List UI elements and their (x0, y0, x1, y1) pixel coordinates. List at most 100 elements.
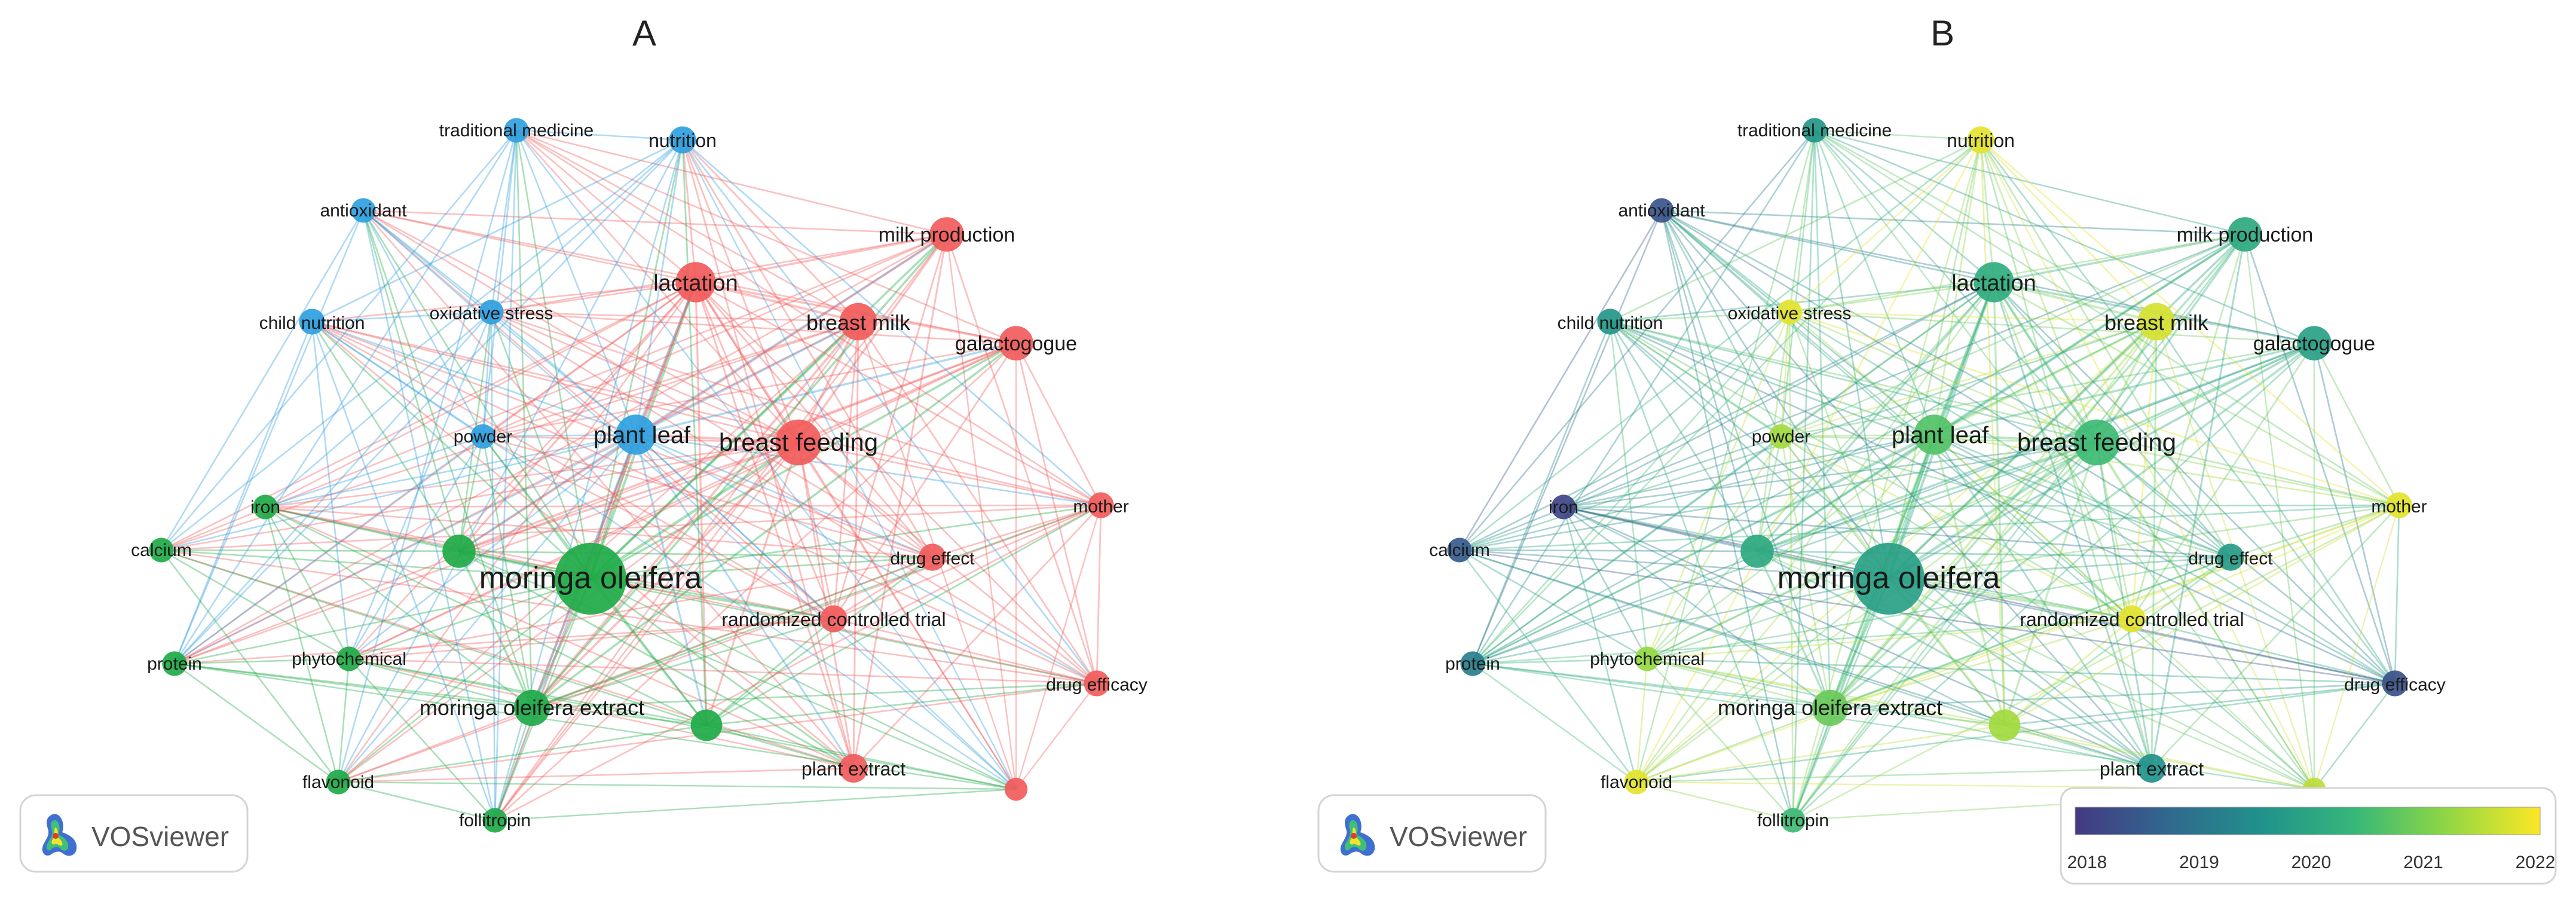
node-phyto[interactable] (1635, 646, 1660, 671)
node-moringa[interactable] (555, 543, 626, 615)
node-plantextract[interactable] (2137, 754, 2166, 783)
node-label-extract: moringa oleifera extract (1718, 695, 1942, 720)
node-label-lactation: lactation (653, 271, 738, 296)
node-iron[interactable] (253, 494, 278, 520)
node-plantleaf[interactable] (616, 414, 656, 455)
network-edge (695, 282, 1097, 684)
network-edge (1459, 549, 1889, 580)
network-edge (1933, 233, 2245, 436)
node-g_unl1[interactable] (442, 535, 476, 568)
network-edge (491, 312, 637, 435)
node-oxstress[interactable] (479, 300, 504, 325)
network-edge (1933, 433, 2231, 558)
node-label-breastmilk: breast milk (2104, 310, 2209, 335)
node-drugeffect[interactable] (919, 543, 946, 571)
node-powder[interactable] (470, 424, 495, 449)
network-edge (1015, 683, 1097, 790)
node-nutrition[interactable] (1967, 126, 1994, 154)
network-edge (1780, 233, 2245, 438)
node-childnut[interactable] (1597, 309, 1623, 335)
node-g_unl2[interactable] (690, 709, 723, 741)
network-edge (681, 139, 859, 322)
network-edge (2131, 556, 2231, 620)
network-edge (1472, 312, 1790, 664)
node-rct[interactable] (2118, 605, 2146, 633)
node-breastmilk[interactable] (839, 303, 877, 341)
node-powder[interactable] (1769, 424, 1794, 449)
node-rct[interactable] (820, 605, 848, 633)
network-edge (264, 506, 350, 659)
node-iron[interactable] (1551, 494, 1576, 520)
node-tradmed[interactable] (1802, 118, 1827, 143)
node-moringa[interactable] (1853, 543, 1925, 615)
node-g_unl1[interactable] (1740, 535, 1774, 568)
network-edge (1993, 233, 2245, 283)
node-lactation[interactable] (1974, 262, 2014, 303)
node-follitropin[interactable] (482, 808, 507, 833)
node-breastfeed[interactable] (775, 419, 822, 466)
node-calcium[interactable] (1447, 538, 1472, 563)
node-extract[interactable] (1812, 689, 1849, 726)
node-plantextract[interactable] (839, 754, 868, 783)
node-phyto[interactable] (336, 646, 362, 671)
network-edge (531, 342, 1017, 709)
network-edge (2095, 442, 2315, 790)
network-edge (1887, 233, 2246, 580)
node-follitropin[interactable] (1780, 808, 1806, 833)
node-drugefficacy[interactable] (1084, 670, 1110, 697)
node-milkprod[interactable] (929, 217, 964, 252)
node-flavonoid[interactable] (1624, 769, 1649, 795)
node-plantleaf[interactable] (1914, 414, 1954, 455)
node-r_unl[interactable] (1004, 777, 1028, 801)
network-edge (1792, 442, 2098, 821)
network-edge (1647, 658, 1831, 709)
network-edge (1789, 311, 2400, 506)
node-mother[interactable] (2386, 492, 2412, 518)
node-milkprod[interactable] (2228, 217, 2262, 252)
network-edge (1563, 506, 1831, 709)
network-edge (1887, 320, 2158, 580)
node-extract[interactable] (513, 689, 550, 726)
node-g_unl2[interactable] (1988, 709, 2021, 741)
node-galacto[interactable] (999, 326, 1033, 361)
network-edge (1829, 504, 2400, 709)
node-label-galacto: galactogogue (2253, 332, 2375, 355)
network-edge (1661, 210, 2133, 619)
node-calcium[interactable] (149, 538, 174, 563)
node-tradmed[interactable] (504, 118, 529, 143)
node-breastfeed[interactable] (2073, 419, 2120, 466)
network-edge (797, 442, 1017, 790)
network-edge (1829, 618, 2133, 709)
node-antioxidant[interactable] (1649, 198, 1674, 223)
node-mother[interactable] (1088, 492, 1114, 518)
node-galacto[interactable] (2297, 326, 2332, 361)
network-edge (338, 578, 591, 783)
network-edge (363, 209, 637, 436)
network-edge (2003, 442, 2098, 726)
node-drugeffect[interactable] (2217, 543, 2244, 571)
network-edge (1472, 578, 1889, 665)
node-flavonoid[interactable] (326, 769, 351, 795)
node-label-iron: iron (1549, 497, 1578, 517)
node-lactation[interactable] (675, 262, 716, 303)
node-breastmilk[interactable] (2137, 303, 2176, 341)
network-edge (681, 139, 1017, 790)
network-edge (311, 320, 834, 620)
node-protein[interactable] (1460, 651, 1485, 676)
node-nutrition[interactable] (669, 126, 696, 154)
network-edge (494, 707, 533, 821)
node-antioxidant[interactable] (351, 198, 376, 223)
network-edge (482, 233, 947, 438)
node-drugefficacy[interactable] (2382, 670, 2408, 697)
network-edge (1636, 767, 2152, 783)
network-edge (265, 506, 533, 709)
network-edge (681, 139, 697, 283)
node-protein[interactable] (162, 651, 187, 676)
node-childnut[interactable] (299, 309, 325, 335)
node-label-powder: powder (454, 427, 512, 447)
network-edge (1661, 210, 2315, 790)
node-oxstress[interactable] (1777, 300, 1802, 325)
network-edge (2131, 504, 2400, 620)
network-edge (174, 281, 696, 665)
network-edge (174, 342, 1017, 665)
